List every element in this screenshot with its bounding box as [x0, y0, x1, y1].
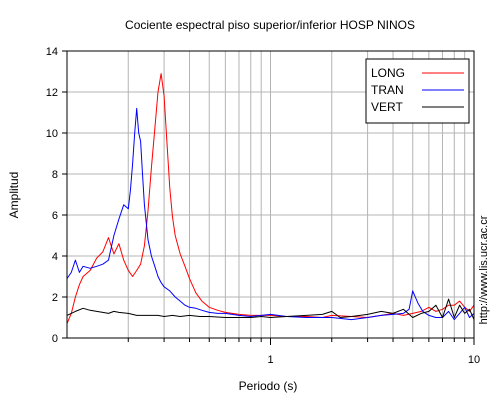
legend: LONG TRAN VERT: [365, 58, 470, 124]
y-tick-label: 14: [46, 46, 58, 58]
y-tick-label: 12: [46, 87, 58, 99]
y-tick-label: 6: [52, 210, 58, 222]
y-tick-label: 0: [52, 333, 58, 345]
chart-title: Cociente espectral piso superior/inferio…: [125, 18, 415, 32]
series-line-vert: [66, 298, 475, 320]
legend-label-tran: TRAN: [371, 83, 404, 97]
legend-label-vert: VERT: [371, 100, 403, 114]
axes: 0 2 4 6 8 10 12 14 1 10: [46, 46, 480, 366]
y-tick-label: 10: [46, 128, 58, 140]
series-line-long: [66, 73, 475, 324]
source-url-text: http://www.lis.ucr.ac.cr: [478, 215, 490, 324]
series-line-tran: [66, 107, 475, 321]
legend-box: [365, 58, 470, 124]
y-tick-label: 2: [52, 292, 58, 304]
x-axis-label: Periodo (s): [239, 379, 298, 393]
y-tick-label: 4: [52, 251, 58, 263]
y-axis-label: Amplitud: [7, 172, 21, 219]
x-tick-label: 1: [267, 354, 273, 366]
y-tick-label: 8: [52, 169, 58, 181]
series-layer: [66, 73, 475, 324]
x-tick-label: 10: [468, 354, 480, 366]
legend-label-long: LONG: [371, 66, 405, 80]
